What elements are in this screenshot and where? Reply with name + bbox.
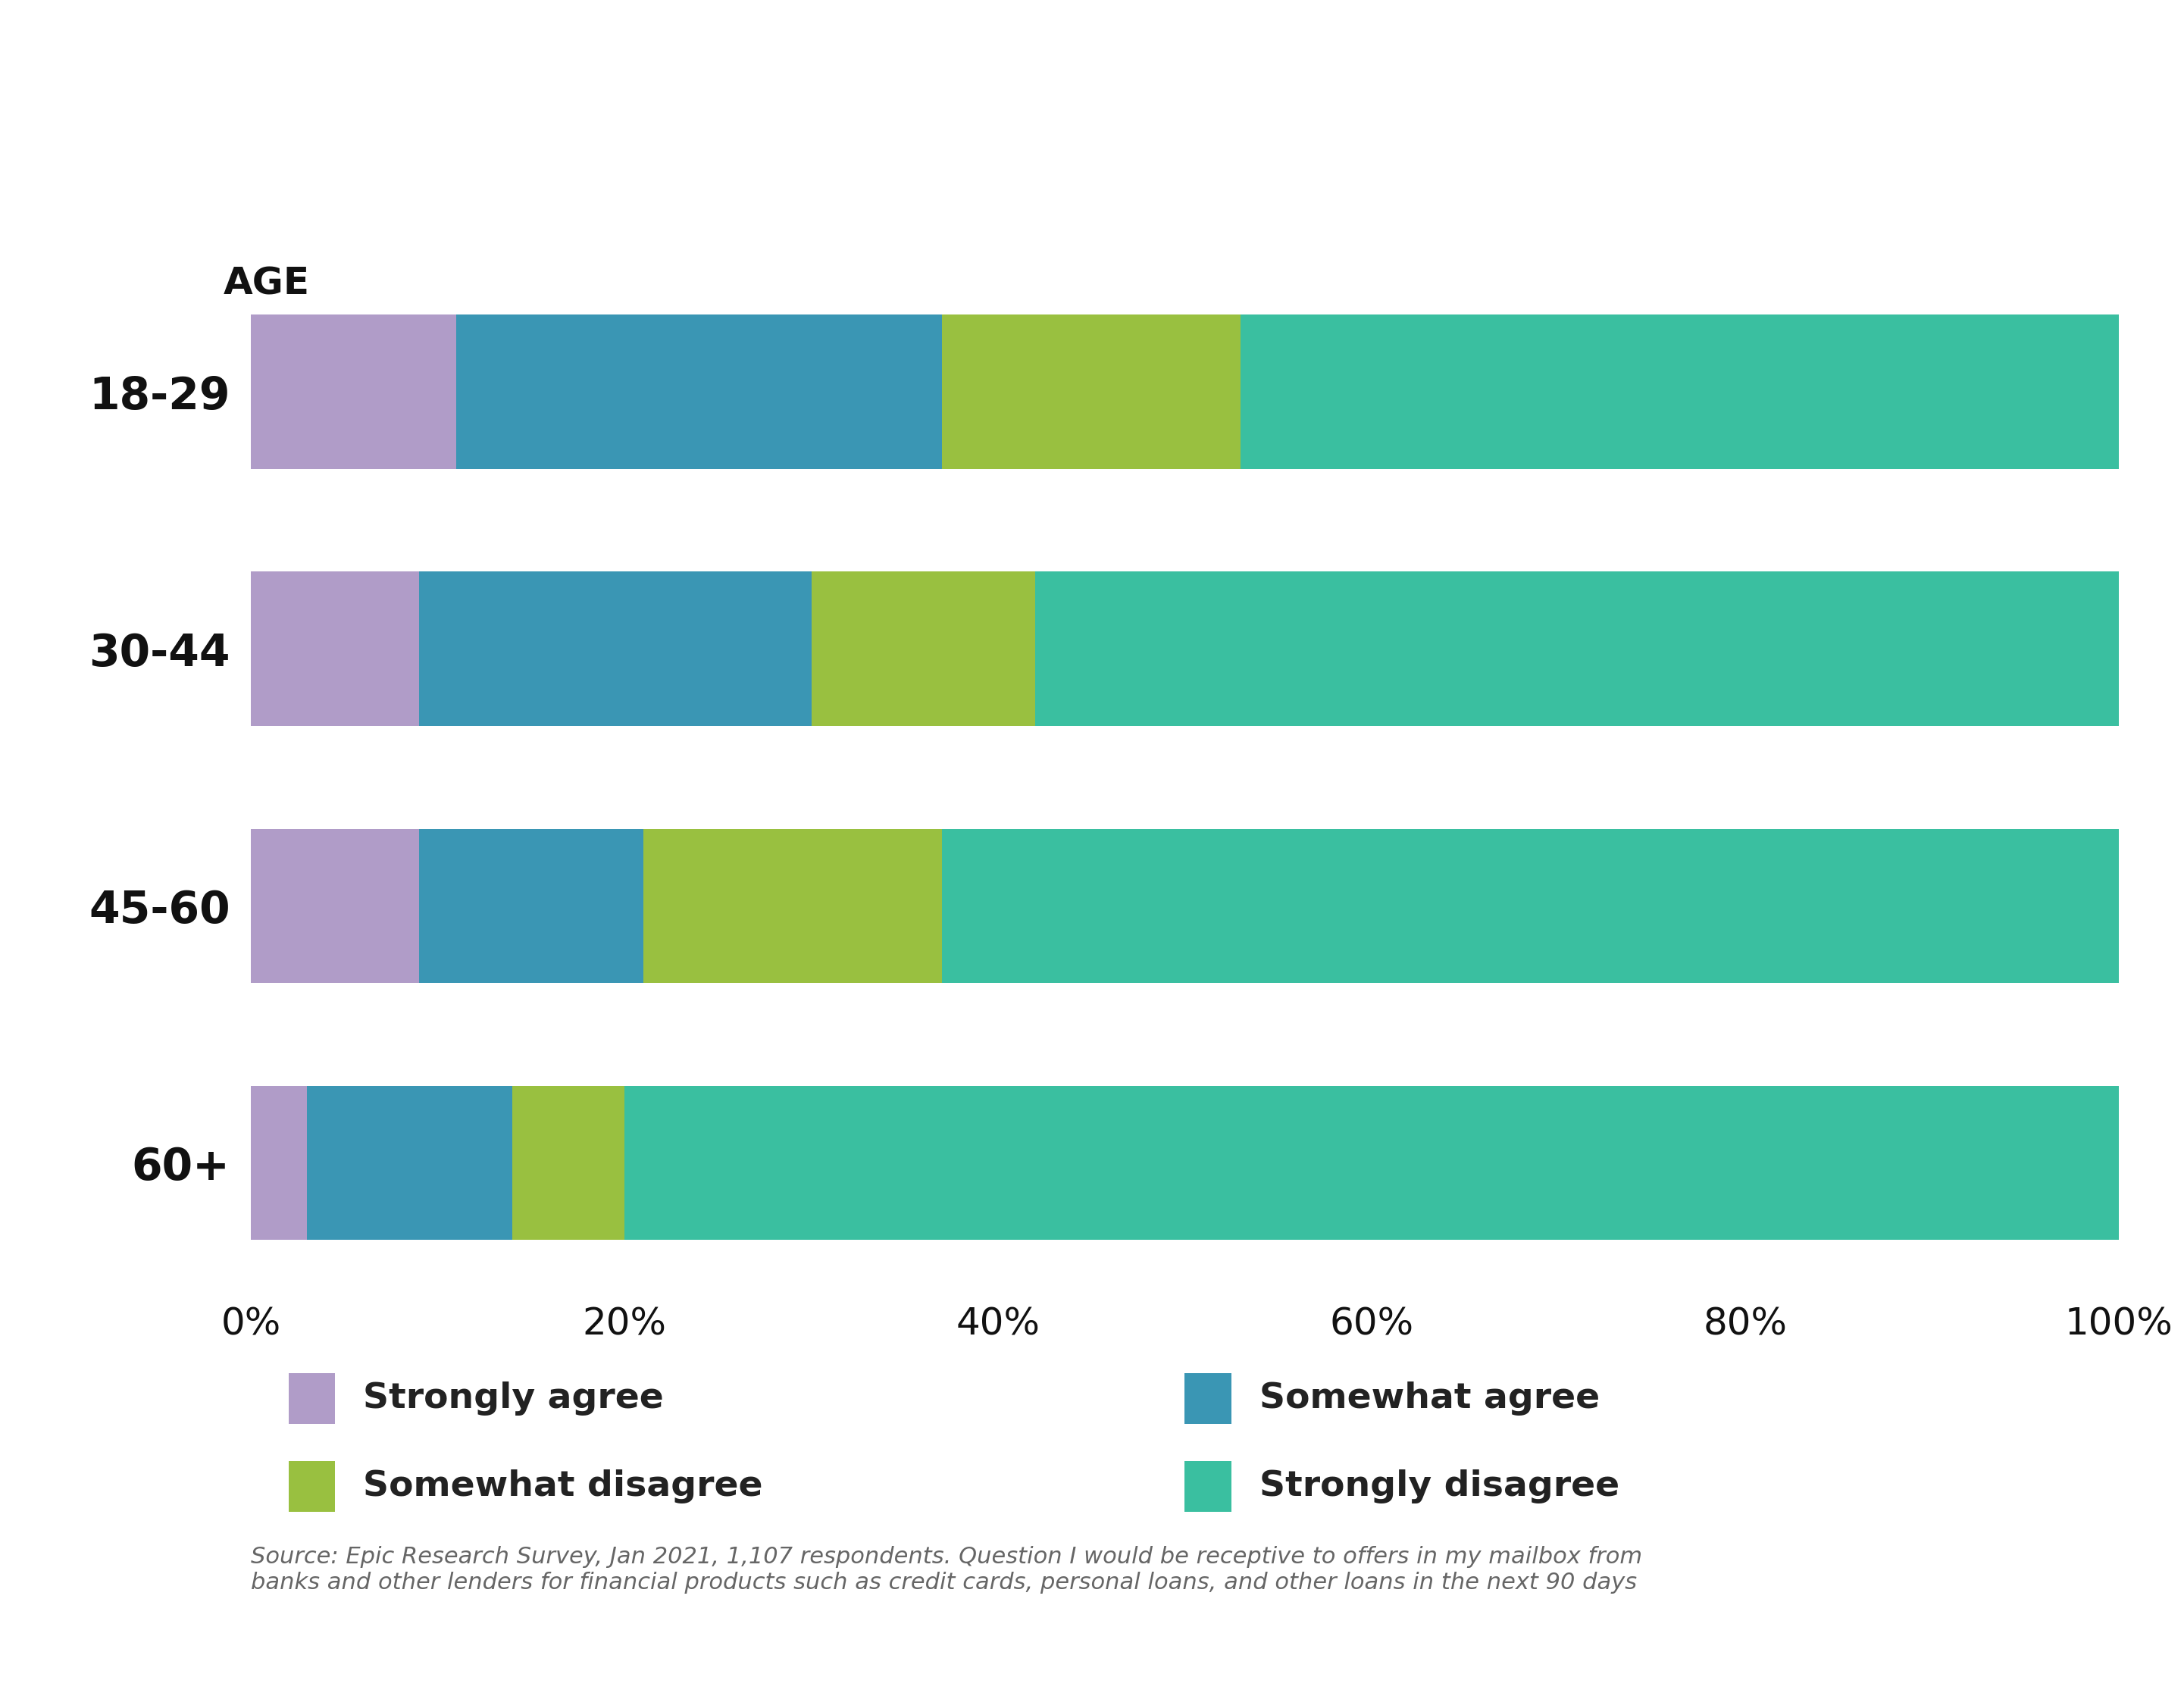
Text: Somewhat agree: Somewhat agree bbox=[1260, 1381, 1601, 1415]
Bar bbox=[308, 1086, 513, 1240]
Text: AGE: AGE bbox=[223, 265, 310, 302]
Bar bbox=[419, 571, 812, 725]
Bar bbox=[251, 1086, 308, 1240]
Bar bbox=[419, 829, 644, 982]
Bar bbox=[288, 1373, 334, 1424]
Bar bbox=[644, 829, 941, 982]
Text: Strongly disagree: Strongly disagree bbox=[1260, 1470, 1621, 1504]
Bar bbox=[513, 1086, 625, 1240]
Bar bbox=[1184, 1461, 1232, 1512]
Bar bbox=[456, 314, 941, 469]
Text: Strongly agree: Strongly agree bbox=[363, 1381, 664, 1415]
Bar bbox=[251, 314, 456, 469]
Bar bbox=[1035, 571, 2118, 725]
Bar bbox=[941, 314, 1241, 469]
Text: RECEPTIVITY TO FINANCIAL PRODUCT OFFERS IN MAIL, BY AGE: RECEPTIVITY TO FINANCIAL PRODUCT OFFERS … bbox=[122, 75, 2062, 127]
Bar bbox=[941, 829, 2118, 982]
Text: Somewhat disagree: Somewhat disagree bbox=[363, 1470, 762, 1504]
Bar bbox=[812, 571, 1035, 725]
Bar bbox=[1241, 314, 2118, 469]
Bar bbox=[625, 1086, 2118, 1240]
Bar bbox=[288, 1461, 334, 1512]
Bar bbox=[251, 829, 419, 982]
Bar bbox=[1184, 1373, 1232, 1424]
Text: Source: Epic Research Survey, Jan 2021, 1,107 respondents. Question I would be r: Source: Epic Research Survey, Jan 2021, … bbox=[251, 1546, 1642, 1594]
Bar bbox=[251, 571, 419, 725]
